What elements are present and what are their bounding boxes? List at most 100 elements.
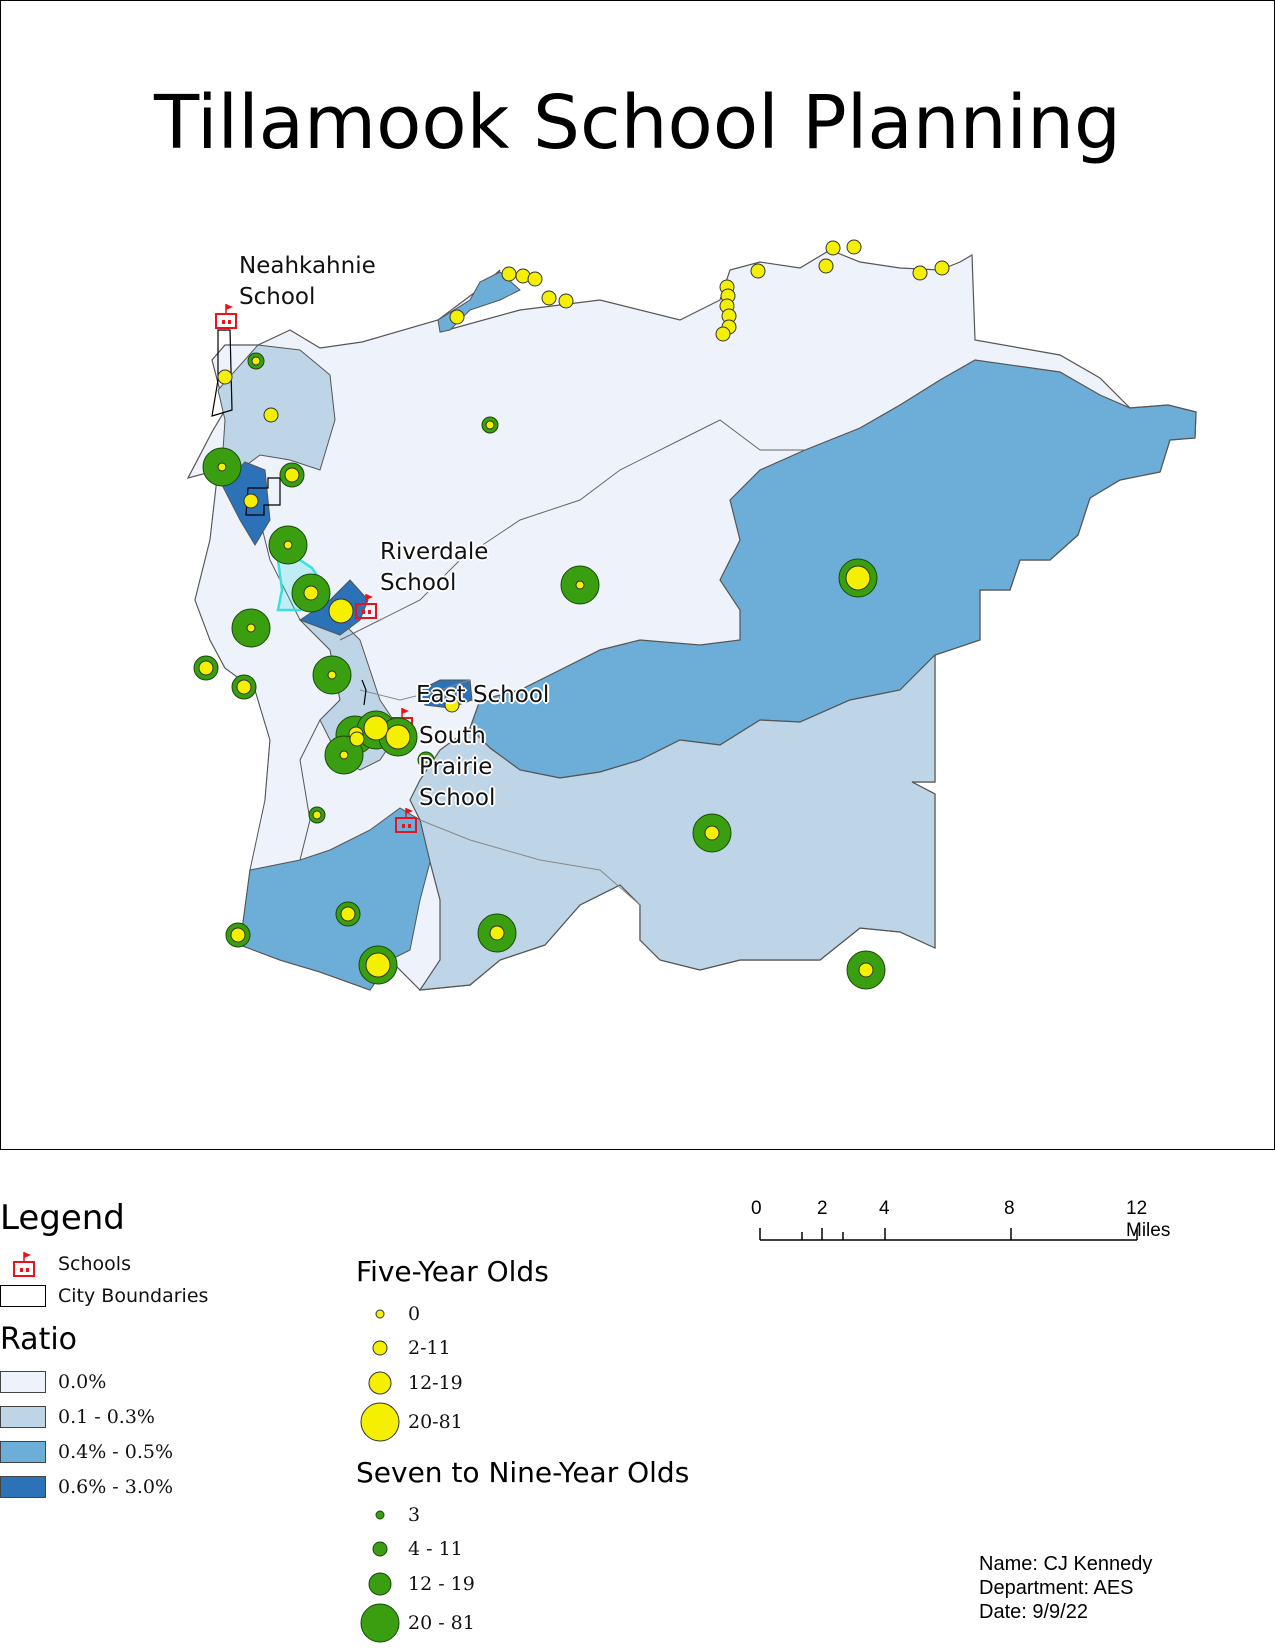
legend-label: 0.4% - 0.5%: [58, 1441, 174, 1463]
south-region[interactable]: [409, 653, 936, 991]
five-year-circle[interactable]: [485, 420, 495, 430]
seven-nine-symbol: [375, 1510, 385, 1520]
five-year-circle[interactable]: [217, 462, 227, 472]
five-year-circle[interactable]: [217, 369, 233, 385]
legend-row-ratio: 0.1 - 0.3%: [0, 1406, 155, 1428]
legend-label: 0.0%: [58, 1371, 107, 1393]
five-year-circle[interactable]: [230, 927, 246, 943]
city-boundary-swatch: [0, 1285, 46, 1307]
ratio-swatch: [0, 1476, 46, 1498]
five-year-circle[interactable]: [489, 925, 505, 941]
legend-row-seven-nine: 12 - 19: [352, 1562, 475, 1606]
legend-row-five-year: 20-81: [352, 1400, 463, 1444]
five-year-circle[interactable]: [846, 239, 862, 255]
five-year-circle[interactable]: [449, 309, 465, 325]
five-year-circle[interactable]: [912, 265, 928, 281]
five-year-circle[interactable]: [385, 724, 411, 750]
five-year-circle[interactable]: [303, 585, 319, 601]
label-line: Neahkahnie: [239, 253, 376, 279]
five-year-symbol: [368, 1371, 392, 1395]
five-year-circle[interactable]: [349, 731, 365, 747]
legend-label: 4 - 11: [408, 1538, 463, 1560]
credit-name: Name: CJ Kennedy: [979, 1553, 1153, 1575]
five-year-circle[interactable]: [198, 660, 214, 676]
five-year-circle[interactable]: [328, 598, 354, 624]
legend-label: 20 - 81: [408, 1612, 475, 1634]
legend-row-five-year: 0: [352, 1292, 420, 1336]
legend-label: 20-81: [408, 1411, 463, 1433]
five-year-symbol: [360, 1402, 400, 1442]
five-year-circle[interactable]: [825, 240, 841, 256]
credit-date: Date: 9/9/22: [979, 1601, 1088, 1623]
map-canvas[interactable]: [0, 0, 1275, 1150]
legend-row-city-boundaries: City Boundaries: [0, 1285, 208, 1307]
school-icon[interactable]: [395, 808, 417, 833]
legend-row-seven-nine: 4 - 11: [352, 1527, 463, 1571]
five-year-circle[interactable]: [284, 467, 300, 483]
label-line: School: [419, 785, 496, 811]
five-year-circle[interactable]: [818, 258, 834, 274]
seven-nine-circle[interactable]: [417, 751, 435, 769]
school-icon[interactable]: [355, 594, 377, 619]
legend-label: 0.1 - 0.3%: [58, 1406, 155, 1428]
map-title: Tillamook School Planning: [154, 80, 1121, 166]
five-year-circle[interactable]: [340, 906, 356, 922]
legend-row-five-year: 2-11: [352, 1326, 451, 1370]
school-icon: [13, 1252, 35, 1277]
label-south-prairie-school: South Prairie School: [419, 721, 495, 814]
five-year-circle[interactable]: [327, 670, 337, 680]
five-year-circle[interactable]: [845, 565, 871, 591]
ratio-swatch: [0, 1371, 46, 1393]
seven-nine-symbol: [368, 1572, 392, 1596]
five-year-circle[interactable]: [444, 697, 460, 713]
legend-label: 0: [408, 1303, 421, 1325]
five-year-circle[interactable]: [312, 810, 322, 820]
dark-pocket-east[interactable]: [419, 679, 473, 709]
legend-row-ratio: 0.6% - 3.0%: [0, 1476, 173, 1498]
five-year-circle[interactable]: [501, 266, 517, 282]
credit-department: Department: AES: [979, 1577, 1134, 1599]
five-year-circle[interactable]: [263, 407, 279, 423]
legend-row-ratio: 0.4% - 0.5%: [0, 1441, 173, 1463]
five-year-circle[interactable]: [558, 293, 574, 309]
five-year-circle[interactable]: [243, 493, 259, 509]
label-line: South: [419, 723, 486, 749]
five-year-circle[interactable]: [704, 825, 720, 841]
five-year-circle[interactable]: [858, 962, 874, 978]
five-year-circle[interactable]: [715, 326, 731, 342]
label-neahkahnie-school: Neahkahnie School: [239, 251, 376, 313]
five-year-circle[interactable]: [246, 623, 256, 633]
five-year-circle[interactable]: [541, 290, 557, 306]
five-year-circle[interactable]: [575, 580, 585, 590]
city-boundary-south: [361, 679, 367, 706]
city-boundary-bay-city: [245, 477, 281, 516]
legend-label: 12 - 19: [408, 1573, 475, 1595]
label-line: East School: [416, 682, 550, 708]
label-riverdale-school: Riverdale School: [380, 537, 488, 599]
seven-nine-title: Seven to Nine-Year Olds: [356, 1456, 690, 1489]
southwest-region[interactable]: [239, 807, 431, 991]
five-year-circle[interactable]: [283, 540, 293, 550]
five-year-circle[interactable]: [363, 715, 389, 741]
five-year-circle[interactable]: [527, 271, 543, 287]
school-icon[interactable]: [215, 304, 237, 329]
legend-label: 3: [408, 1504, 421, 1526]
legend-title: Legend: [0, 1198, 125, 1238]
five-year-circle[interactable]: [236, 679, 252, 695]
five-year-circle[interactable]: [251, 356, 261, 366]
scale-label: 2: [817, 1198, 828, 1219]
scale-label: 0: [751, 1198, 762, 1219]
coastal-lobe[interactable]: [217, 344, 336, 471]
seven-nine-symbol: [360, 1603, 400, 1643]
ratio-title: Ratio: [0, 1322, 78, 1357]
seven-nine-symbol: [372, 1541, 388, 1557]
five-year-circle[interactable]: [365, 952, 391, 978]
five-year-circle[interactable]: [750, 263, 766, 279]
boundary-line-c: [419, 819, 641, 906]
five-year-symbol: [375, 1309, 385, 1319]
ratio-swatch: [0, 1406, 46, 1428]
five-year-circle[interactable]: [339, 750, 349, 760]
ratio-swatch: [0, 1441, 46, 1463]
five-year-circle[interactable]: [934, 260, 950, 276]
legend-row-seven-nine: 3: [352, 1493, 420, 1537]
